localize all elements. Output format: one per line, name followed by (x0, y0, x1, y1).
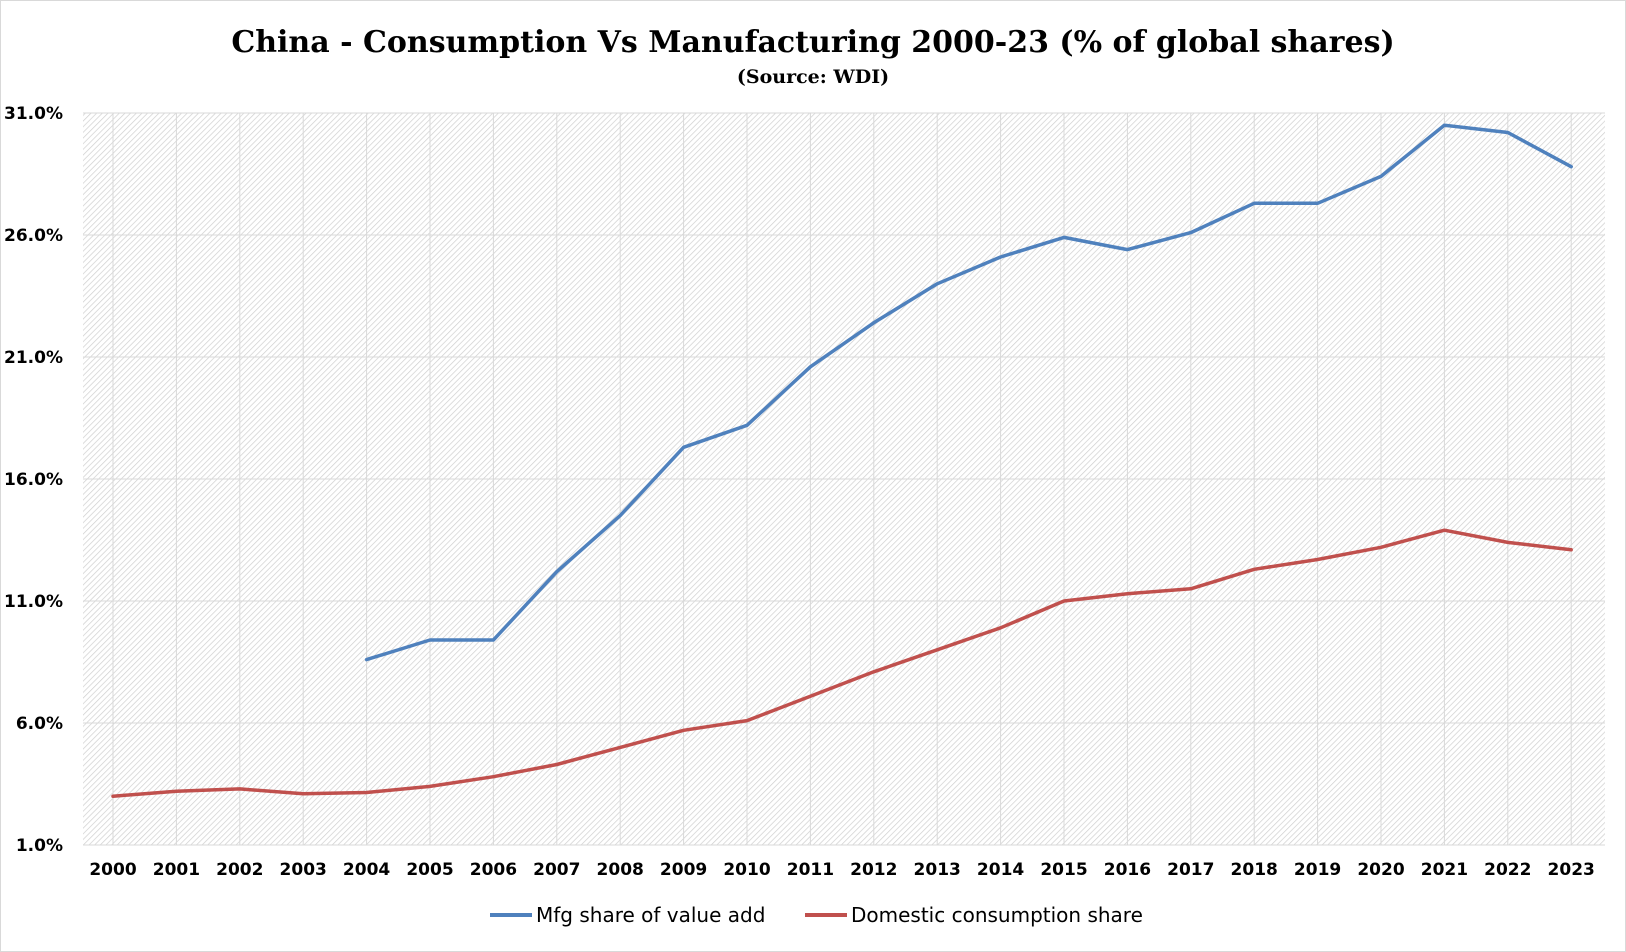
x-tick-label: 2010 (723, 860, 770, 880)
x-tick-label: 2014 (977, 860, 1024, 880)
chart-subtitle: (Source: WDI) (737, 66, 889, 88)
x-tick-label: 2016 (1104, 860, 1151, 880)
x-tick-label: 2007 (533, 860, 580, 880)
x-tick-label: 2001 (153, 860, 200, 880)
x-tick-label: 2017 (1167, 860, 1214, 880)
x-tick-label: 2020 (1357, 860, 1404, 880)
chart-title: China - Consumption Vs Manufacturing 200… (231, 25, 1394, 60)
series-line-1 (111, 528, 1573, 798)
grid-lines (83, 112, 1605, 846)
x-tick-label: 2015 (1040, 860, 1087, 880)
x-tick-label: 2004 (343, 860, 390, 880)
legend-label-consumption: Domestic consumption share (851, 903, 1143, 927)
x-tick-label: 2003 (280, 860, 327, 880)
legend: Mfg share of value add Domestic consumpt… (490, 903, 1143, 927)
x-tick-label: 2008 (597, 860, 644, 880)
x-tick-label: 2018 (1231, 860, 1278, 880)
y-axis-ticks: 1.0% 6.0% 11.0% 16.0% 21.0% 26.0% 31.0% (4, 104, 63, 856)
x-tick-label: 2002 (216, 860, 263, 880)
legend-label-mfg: Mfg share of value add (536, 903, 765, 927)
x-tick-label: 2011 (787, 860, 834, 880)
x-tick-label: 2022 (1484, 860, 1531, 880)
y-tick-label: 26.0% (4, 226, 63, 246)
y-tick-label: 16.0% (4, 470, 63, 490)
x-tick-label: 2000 (89, 860, 136, 880)
y-tick-label: 31.0% (4, 104, 63, 124)
y-tick-label: 11.0% (4, 592, 63, 612)
x-tick-label: 2009 (660, 860, 707, 880)
x-tick-label: 2013 (914, 860, 961, 880)
series-line-0 (364, 123, 1573, 662)
x-tick-label: 2012 (850, 860, 897, 880)
x-tick-label: 2006 (470, 860, 517, 880)
x-tick-label: 2021 (1421, 860, 1468, 880)
x-axis-ticks: 2000 2001 2002 2003 2004 2005 2006 2007 2008 2009… (89, 860, 1595, 880)
y-tick-label: 21.0% (4, 348, 63, 368)
x-tick-label: 2005 (406, 860, 453, 880)
y-tick-label: 6.0% (16, 714, 63, 734)
series-lines (111, 123, 1573, 798)
x-tick-label: 2023 (1548, 860, 1595, 880)
x-tick-label: 2019 (1294, 860, 1341, 880)
y-tick-label: 1.0% (16, 836, 63, 856)
